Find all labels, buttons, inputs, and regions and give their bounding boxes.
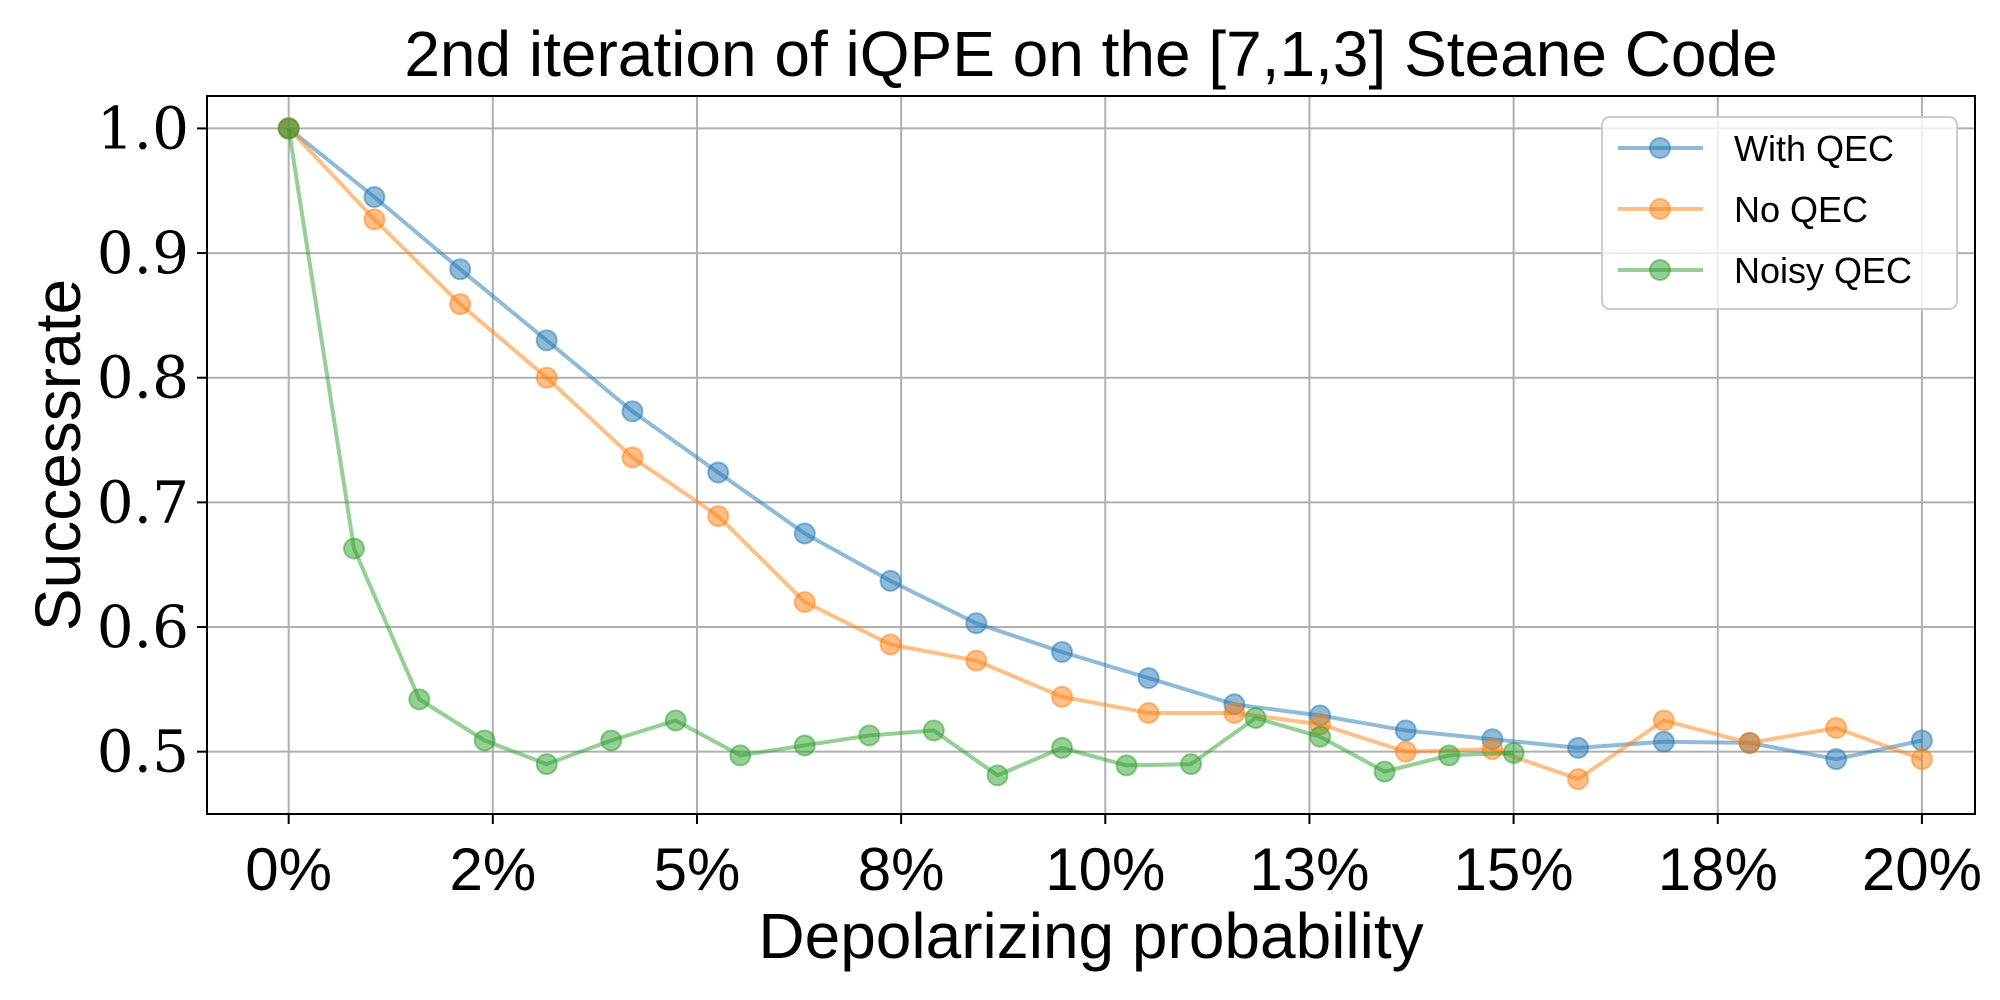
data-point-no-qec (1051, 685, 1074, 708)
data-point-with-qec (707, 461, 730, 484)
x-axis-label: Depolarizing probability (758, 900, 1423, 972)
data-point-noisy-qec (342, 537, 365, 560)
data-point-noisy-qec (408, 688, 431, 711)
data-point-no-qec (1567, 768, 1590, 791)
y-tick-label: 1.0 (97, 94, 189, 162)
data-point-noisy-qec (1051, 736, 1074, 759)
y-tick-label: 0.6 (97, 593, 189, 661)
legend-marker-no-qec (1649, 198, 1671, 220)
data-point-with-qec (363, 185, 386, 208)
data-point-noisy-qec (473, 729, 496, 752)
series-line-noisy-qec (286, 128, 1514, 778)
data-point-noisy-qec (1309, 725, 1332, 748)
data-point-noisy-qec (1502, 741, 1525, 764)
axis-ticks: 0% 2% 5% 8% 10% 13% 15% 18% 20% 0.5 0.6 0.7 0.8 0.9 1.… (97, 94, 1982, 903)
legend: With QEC No QEC Noisy QEC (1601, 116, 1958, 310)
data-point-noisy-qec (1438, 744, 1461, 767)
x-tick-label: 15% (1454, 836, 1574, 903)
data-point-with-qec (449, 258, 472, 281)
data-point-no-qec (965, 649, 988, 672)
data-point-no-qec (621, 446, 644, 469)
data-point-noisy-qec (793, 734, 816, 757)
data-point-with-qec (1394, 719, 1417, 742)
y-tick-label: 0.9 (97, 219, 189, 287)
y-tick-label: 0.5 (97, 718, 189, 786)
data-point-no-qec (1825, 716, 1848, 739)
data-point-noisy-qec (664, 709, 687, 732)
data-point-no-qec (1652, 709, 1675, 732)
data-point-noisy-qec (277, 117, 300, 140)
x-tick-label: 8% (858, 836, 945, 903)
y-tick-label: 0.7 (97, 468, 189, 536)
data-point-with-qec (1652, 730, 1675, 753)
x-tick-label: 0% (245, 836, 332, 903)
legend-marker-with-qec (1649, 137, 1671, 159)
series-line-with-qec (287, 126, 1923, 762)
data-point-noisy-qec (535, 753, 558, 776)
data-point-no-qec (707, 505, 730, 528)
series-noisy-qec (277, 117, 1525, 787)
data-point-no-qec (449, 293, 472, 316)
data-point-noisy-qec (986, 764, 1009, 787)
data-point-no-qec (1137, 702, 1160, 725)
data-point-no-qec (1738, 731, 1761, 754)
legend-label-no-qec: No QEC (1734, 189, 1868, 230)
data-point-noisy-qec (1115, 754, 1138, 777)
data-point-noisy-qec (729, 744, 752, 767)
data-point-no-qec (363, 208, 386, 231)
data-point-with-qec (621, 400, 644, 423)
data-point-with-qec (535, 329, 558, 352)
data-point-with-qec (1910, 729, 1933, 752)
series-layer (277, 117, 1933, 791)
x-tick-label: 18% (1658, 836, 1778, 903)
data-point-noisy-qec (1373, 760, 1396, 783)
data-point-with-qec (793, 522, 816, 545)
legend-marker-noisy-qec (1649, 259, 1671, 281)
plot-frame (206, 95, 1976, 815)
data-point-noisy-qec (600, 729, 623, 752)
y-tick-label: 0.8 (97, 344, 189, 412)
data-point-with-qec (1051, 640, 1074, 663)
data-point-no-qec (879, 633, 902, 656)
data-point-no-qec (535, 366, 558, 389)
x-tick-label: 20% (1862, 836, 1982, 903)
legend-box (1601, 116, 1958, 310)
data-point-with-qec (1567, 736, 1590, 759)
y-axis-label: Successrate (22, 279, 94, 631)
data-point-no-qec (1910, 748, 1933, 771)
data-point-no-qec (1223, 702, 1246, 725)
data-point-with-qec (879, 569, 902, 592)
data-point-no-qec (1481, 738, 1504, 761)
series-no-qec (277, 117, 1933, 791)
data-point-with-qec (1137, 667, 1160, 690)
x-tick-label: 10% (1045, 836, 1165, 903)
data-point-with-qec (965, 612, 988, 635)
x-tick-label: 13% (1249, 836, 1369, 903)
data-point-noisy-qec (858, 724, 881, 747)
legend-label-with-qec: With QEC (1734, 128, 1894, 169)
x-tick-label: 2% (449, 836, 536, 903)
data-point-noisy-qec (1244, 707, 1267, 730)
data-point-noisy-qec (922, 719, 945, 742)
chart-title: 2nd iteration of iQPE on the [7,1,3] Ste… (404, 18, 1777, 90)
data-point-no-qec (793, 591, 816, 614)
data-point-no-qec (1394, 740, 1417, 763)
legend-label-noisy-qec: Noisy QEC (1734, 250, 1912, 291)
data-point-noisy-qec (1180, 753, 1203, 776)
x-tick-label: 5% (654, 836, 741, 903)
series-line-no-qec (287, 127, 1923, 782)
data-point-with-qec (1825, 748, 1848, 771)
